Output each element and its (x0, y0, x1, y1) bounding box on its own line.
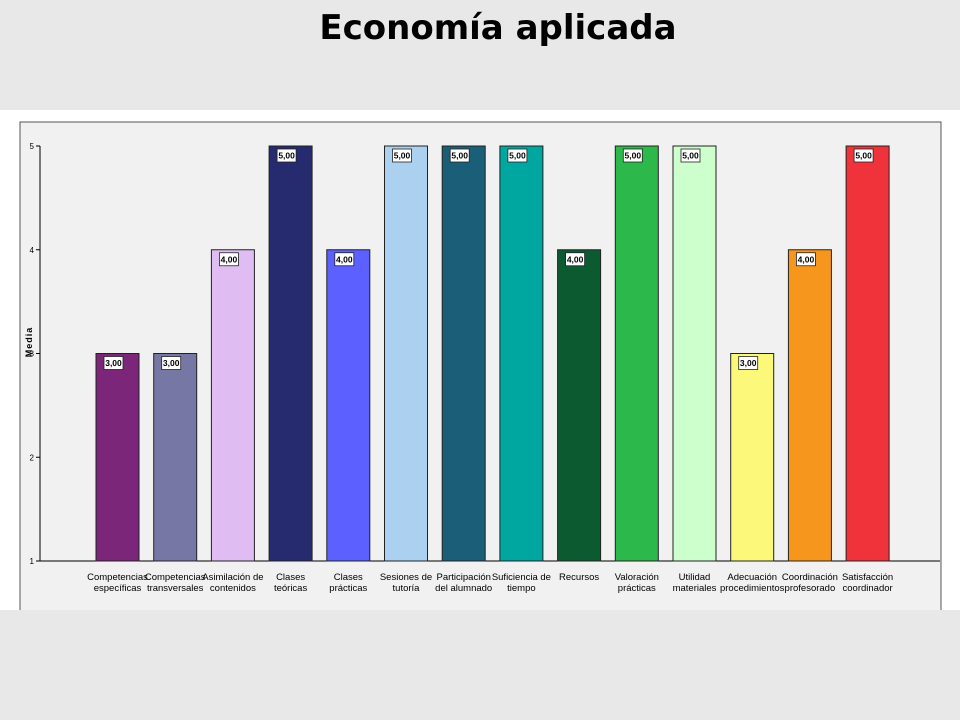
value-label-box (161, 356, 182, 370)
category-label-line: Asimilación de (202, 572, 263, 583)
bar[interactable] (153, 353, 198, 562)
chart-panel: 1 2 3 4 5 Media 3,00 Competencias específicas 3,0… (0, 110, 960, 610)
bar[interactable] (326, 249, 371, 562)
bar-chart: 1 2 3 4 5 Media 3,00 Competencias específicas 3,0… (19, 121, 942, 610)
category-label-line: coordinador (843, 583, 893, 594)
value-label-box (334, 252, 355, 267)
category-label: Clases teóricas (274, 572, 308, 594)
value-label-box (449, 148, 470, 163)
category-label-line: Utilidad (679, 572, 711, 583)
category-label-line: Valoración (615, 572, 659, 583)
y-tick-label: 4 (30, 246, 35, 255)
category-label-line: Coordinación (782, 572, 838, 583)
y-tick-label: 2 (30, 453, 35, 462)
value-label-box (622, 148, 643, 163)
value-label-box (565, 252, 585, 267)
value-label-box (796, 252, 816, 267)
category-label: Participación del alumnado (435, 572, 492, 594)
value-label: 5,00 (682, 151, 699, 161)
category-label-line: prácticas (329, 583, 367, 594)
category-label-line: Competencias (145, 572, 206, 583)
slide-title: Economía aplicada (319, 8, 677, 48)
category-label: Suficiencia de tiempo (492, 572, 551, 594)
category-label: Satisfacción coordinador (842, 572, 893, 594)
category-label: Competencias transversales (145, 572, 206, 594)
value-label: 5,00 (855, 151, 872, 161)
value-label-box (680, 148, 701, 163)
bar[interactable] (95, 353, 140, 562)
value-label: 4,00 (567, 254, 584, 264)
bar[interactable] (614, 145, 659, 562)
category-label-line: tutoría (393, 583, 421, 594)
category-label-line: procedimientos (720, 583, 785, 594)
category-label-line: teóricas (274, 583, 308, 594)
value-label: 3,00 (740, 358, 757, 368)
value-label-box (276, 148, 297, 163)
value-label-box (218, 252, 239, 267)
value-label-box (103, 356, 124, 370)
category-label: Asimilación de contenidos (202, 572, 263, 594)
value-label: 4,00 (221, 254, 238, 264)
value-label: 3,00 (163, 358, 180, 368)
category-label: Sesiones de tutoría (380, 572, 432, 594)
category-label-line: materiales (673, 583, 717, 594)
category-label: Competencias específicas (87, 572, 148, 594)
category-label-line: Adecuación (727, 572, 777, 583)
value-label: 5,00 (451, 151, 468, 161)
value-label: 5,00 (394, 151, 411, 161)
category-label: Recursos (559, 572, 599, 583)
category-label: Valoración prácticas (615, 572, 659, 594)
category-label-line: del alumnado (435, 583, 492, 594)
category-label-line: tiempo (507, 583, 536, 594)
bar[interactable] (268, 145, 313, 562)
bar[interactable] (384, 145, 428, 562)
value-label: 3,00 (105, 358, 122, 368)
value-label: 4,00 (336, 254, 353, 264)
category-label: Utilidad materiales (673, 572, 717, 594)
bar[interactable] (730, 353, 775, 562)
category-label-line: Competencias (87, 572, 148, 583)
value-label: 5,00 (625, 151, 642, 161)
value-label-box (853, 148, 874, 163)
category-label-line: contenidos (210, 583, 256, 594)
y-tick-label: 1 (30, 557, 35, 566)
category-label-line: Clases (276, 572, 305, 583)
category-label-line: prácticas (618, 583, 656, 594)
category-label-line: Recursos (559, 572, 599, 583)
category-label-line: profesorado (785, 583, 836, 594)
y-axis-title: Media (24, 327, 34, 358)
bar[interactable] (845, 145, 890, 562)
category-label-line: Satisfacción (842, 572, 893, 583)
value-label: 5,00 (509, 151, 526, 161)
value-label: 5,00 (278, 151, 295, 161)
category-label-line: Clases (334, 572, 363, 583)
bar[interactable] (499, 145, 544, 562)
value-label: 4,00 (798, 254, 815, 264)
bar[interactable] (210, 249, 255, 562)
value-label-box (392, 148, 412, 163)
category-label-line: transversales (147, 583, 204, 594)
y-tick-label: 3 (30, 350, 35, 359)
value-label-box (738, 356, 759, 370)
category-label-line: Suficiencia de (492, 572, 551, 583)
value-label-box (507, 148, 528, 163)
bar[interactable] (787, 249, 832, 562)
category-label: Coordinación profesorado (782, 572, 838, 594)
category-label: Adecuación procedimientos (720, 572, 785, 594)
category-label-line: Sesiones de (380, 572, 432, 583)
y-tick-label: 5 (30, 142, 35, 151)
category-label: Clases prácticas (329, 572, 367, 594)
category-label-line: Participación (437, 572, 491, 583)
bar[interactable] (441, 145, 486, 562)
bar[interactable] (672, 145, 717, 562)
bar[interactable] (557, 249, 602, 562)
category-label-line: específicas (94, 583, 142, 594)
